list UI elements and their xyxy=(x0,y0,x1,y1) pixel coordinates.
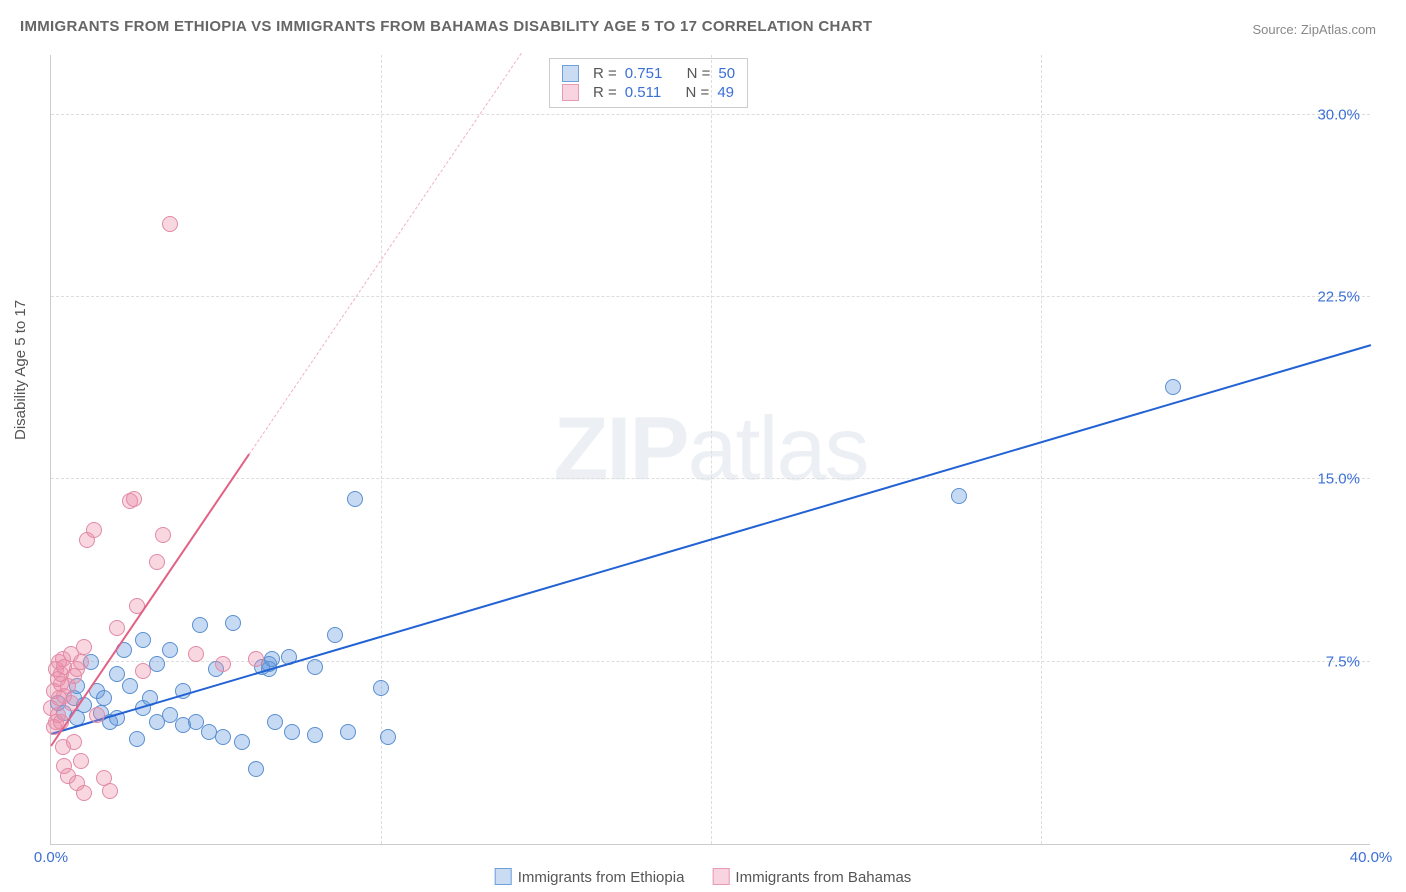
x-tick-label: 40.0% xyxy=(1350,849,1393,866)
data-point xyxy=(192,617,208,633)
data-point xyxy=(248,651,264,667)
r-value: 0.511 xyxy=(625,84,661,101)
data-point xyxy=(96,690,112,706)
data-point xyxy=(188,646,204,662)
data-point xyxy=(135,663,151,679)
gridline-vertical xyxy=(711,55,712,844)
data-point xyxy=(215,729,231,745)
watermark-thin: atlas xyxy=(687,399,867,499)
data-point xyxy=(109,620,125,636)
data-point xyxy=(215,656,231,672)
data-point xyxy=(234,734,250,750)
data-point xyxy=(73,753,89,769)
gridline-vertical xyxy=(1041,55,1042,844)
legend-item: Immigrants from Bahamas xyxy=(712,868,911,886)
legend: Immigrants from Ethiopia Immigrants from … xyxy=(495,868,912,886)
data-point xyxy=(109,666,125,682)
data-point xyxy=(264,651,280,667)
y-tick-label: 15.0% xyxy=(1317,471,1360,488)
data-point xyxy=(225,615,241,631)
data-point xyxy=(76,785,92,801)
r-value: 0.751 xyxy=(625,65,663,82)
legend-item: Immigrants from Ethiopia xyxy=(495,868,685,886)
data-point xyxy=(1165,379,1181,395)
data-point xyxy=(248,761,264,777)
legend-label: Immigrants from Ethiopia xyxy=(518,869,685,886)
data-point xyxy=(307,659,323,675)
scatter-plot-area: ZIPatlas R = 0.751 N = 50R = 0.511 N = 4… xyxy=(50,55,1370,845)
data-point xyxy=(122,678,138,694)
data-point xyxy=(135,632,151,648)
data-point xyxy=(284,724,300,740)
chart-title: IMMIGRANTS FROM ETHIOPIA VS IMMIGRANTS F… xyxy=(20,18,872,35)
data-point xyxy=(951,488,967,504)
legend-label: Immigrants from Bahamas xyxy=(735,869,911,886)
data-point xyxy=(76,639,92,655)
n-label: N = xyxy=(686,84,710,101)
data-point xyxy=(149,554,165,570)
data-point xyxy=(307,727,323,743)
legend-swatch xyxy=(562,84,579,101)
data-point xyxy=(340,724,356,740)
n-value: 49 xyxy=(717,84,734,101)
data-point xyxy=(155,527,171,543)
y-tick-label: 22.5% xyxy=(1317,289,1360,306)
source-attribution: Source: ZipAtlas.com xyxy=(1252,22,1376,37)
data-point xyxy=(162,642,178,658)
data-point xyxy=(102,783,118,799)
data-point xyxy=(126,491,142,507)
y-tick-label: 30.0% xyxy=(1317,106,1360,123)
x-tick-label: 0.0% xyxy=(34,849,68,866)
data-point xyxy=(162,216,178,232)
r-label: R = xyxy=(593,84,617,101)
stats-row: R = 0.511 N = 49 xyxy=(562,83,735,102)
data-point xyxy=(267,714,283,730)
data-point xyxy=(66,734,82,750)
data-point xyxy=(89,707,105,723)
gridline-vertical xyxy=(381,55,382,844)
legend-swatch xyxy=(495,868,512,885)
legend-swatch xyxy=(562,65,579,82)
watermark-bold: ZIP xyxy=(553,399,687,499)
data-point xyxy=(86,522,102,538)
data-point xyxy=(129,731,145,747)
stats-row: R = 0.751 N = 50 xyxy=(562,64,735,83)
data-point xyxy=(380,729,396,745)
data-point xyxy=(327,627,343,643)
data-point xyxy=(373,680,389,696)
stats-legend-box: R = 0.751 N = 50R = 0.511 N = 49 xyxy=(549,58,748,108)
data-point xyxy=(347,491,363,507)
n-label: N = xyxy=(687,65,711,82)
r-label: R = xyxy=(593,65,617,82)
legend-swatch xyxy=(712,868,729,885)
y-tick-label: 7.5% xyxy=(1326,653,1360,670)
y-axis-label: Disability Age 5 to 17 xyxy=(12,300,29,440)
data-point xyxy=(73,654,89,670)
n-value: 50 xyxy=(718,65,735,82)
